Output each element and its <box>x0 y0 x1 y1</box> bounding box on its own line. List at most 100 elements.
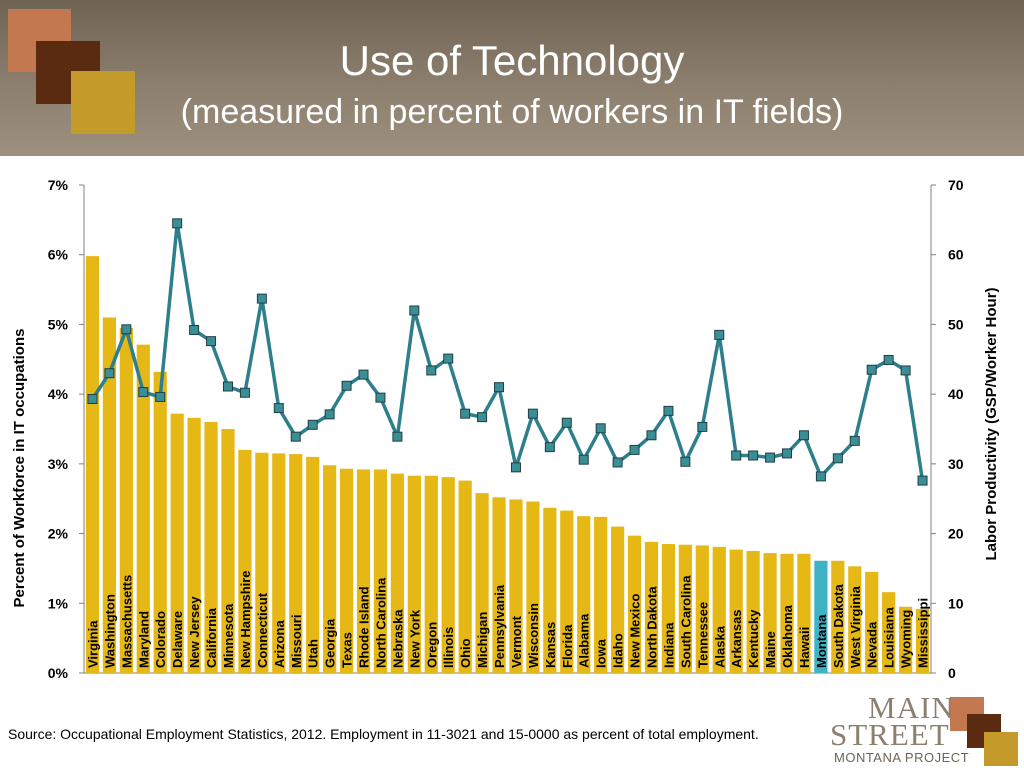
bar-maine <box>763 553 777 673</box>
bar-georgia <box>323 465 337 673</box>
x-tick-label: Oregon <box>424 622 439 668</box>
right-tick-label: 30 <box>948 456 964 472</box>
x-tick-label: West Virginia <box>848 585 863 668</box>
right-tick-label: 10 <box>948 595 964 611</box>
x-tick-label: Louisiana <box>882 607 897 668</box>
x-tick-label: Iowa <box>594 638 609 668</box>
x-tick-label: Hawaii <box>797 627 812 668</box>
x-tick-label: Arizona <box>272 620 287 668</box>
right-tick-label: 70 <box>948 177 964 193</box>
line-marker <box>375 392 386 403</box>
bar-ohio <box>458 480 472 673</box>
line-marker <box>612 457 623 468</box>
bar-kansas <box>543 507 557 673</box>
x-tick-label: Alabama <box>577 613 592 668</box>
line-marker <box>917 475 928 486</box>
x-tick-label: Wisconsin <box>526 603 541 668</box>
line-marker <box>561 417 572 428</box>
line-marker <box>273 403 284 414</box>
bar-minnesota <box>221 429 235 673</box>
x-tick-label: South Dakota <box>831 583 846 668</box>
x-tick-label: Georgia <box>323 618 338 668</box>
line-marker <box>206 336 217 347</box>
x-tick-label: Pennsylvania <box>492 584 507 668</box>
y-axis-label-right: Labor Productivity (GSP/Worker Hour) <box>983 287 1000 560</box>
x-tick-label: Maine <box>763 631 778 668</box>
x-tick-label: Rhode Island <box>357 586 372 668</box>
x-tick-label: California <box>204 607 219 668</box>
x-tick-label: Washington <box>102 594 117 668</box>
line-marker <box>527 408 538 419</box>
bar-rhode-island <box>356 469 371 673</box>
bar-wisconsin <box>526 501 540 673</box>
x-tick-label: Maryland <box>136 611 151 668</box>
bar-tennessee <box>695 545 709 673</box>
logo-text-street: STREET <box>830 717 950 752</box>
bar-hawaii <box>797 553 811 673</box>
x-tick-label: Texas <box>340 632 355 668</box>
line-marker <box>494 382 505 393</box>
slide-subtitle: (measured in percent of workers in IT fi… <box>180 93 844 131</box>
x-tick-label: Florida <box>560 624 575 668</box>
bar-vermont <box>509 499 523 673</box>
line-marker <box>765 452 776 463</box>
line-series <box>87 218 928 486</box>
right-tick-label: 50 <box>948 316 964 332</box>
x-tick-label: Indiana <box>661 622 676 668</box>
line-marker <box>680 456 691 467</box>
x-tick-label: Wyoming <box>899 610 914 668</box>
bar-missouri <box>289 454 303 673</box>
line-marker <box>426 365 437 376</box>
bar-new-mexico <box>627 535 642 673</box>
bar-massachusetts <box>119 327 133 673</box>
bar-nebraska <box>390 473 404 673</box>
x-tick-label: Connecticut <box>255 592 270 668</box>
line-marker <box>815 471 826 482</box>
line-marker <box>748 450 759 461</box>
bar-wyoming <box>898 606 913 673</box>
x-tick-label: Utah <box>306 639 321 668</box>
bar-louisiana <box>882 592 896 673</box>
line-marker <box>222 381 233 392</box>
logo-square-gold <box>984 732 1018 766</box>
line-marker <box>629 444 640 455</box>
line-marker <box>714 329 725 340</box>
x-tick-label: Nebraska <box>390 609 405 668</box>
bar-south-dakota <box>831 560 845 673</box>
bar-colorado <box>153 371 167 673</box>
y-tick-labels: 0% 1% 2% 3% 4% 5% 6% 7% 0 10 20 30 40 50 60 70 <box>48 177 964 681</box>
line-marker <box>392 431 403 442</box>
left-tick-label: 5% <box>48 316 69 332</box>
header-banner: Use of Technology (measured in percent o… <box>0 0 1024 156</box>
x-tick-label: Alaska <box>712 625 727 668</box>
line-marker <box>104 368 115 379</box>
bar-idaho <box>611 526 625 673</box>
bar-series <box>85 256 930 673</box>
bar-alaska <box>712 546 726 673</box>
line-marker <box>239 387 250 398</box>
logo-text-project: MONTANA PROJECT <box>834 750 970 765</box>
x-tick-label: North Dakota <box>644 586 659 668</box>
x-tick-label: Mississippi <box>916 598 931 668</box>
x-tick-label: New Jersey <box>187 596 202 668</box>
line-marker <box>510 462 521 473</box>
x-tick-label: North Carolina <box>373 577 388 668</box>
x-tick-label: Montana <box>814 614 829 668</box>
left-tick-label: 1% <box>48 595 69 611</box>
x-tick-label: Virginia <box>85 620 100 668</box>
x-tick-label: Arkansas <box>729 609 744 668</box>
combo-chart: Virginia Washington Massachusetts Maryland C… <box>11 177 1000 681</box>
x-tick-label: Tennessee <box>695 602 710 668</box>
bar-oregon <box>424 475 438 673</box>
bar-pennsylvania <box>492 497 506 673</box>
bar-montana <box>814 560 828 673</box>
line-marker <box>849 435 860 446</box>
left-tick-label: 4% <box>48 386 69 402</box>
bar-mississippi <box>915 608 930 673</box>
line-marker <box>900 365 911 376</box>
bar-nevada <box>865 571 879 673</box>
left-tick-label: 3% <box>48 456 69 472</box>
x-tick-label: Delaware <box>170 611 185 668</box>
line-marker <box>189 325 200 336</box>
line-marker <box>409 305 420 316</box>
